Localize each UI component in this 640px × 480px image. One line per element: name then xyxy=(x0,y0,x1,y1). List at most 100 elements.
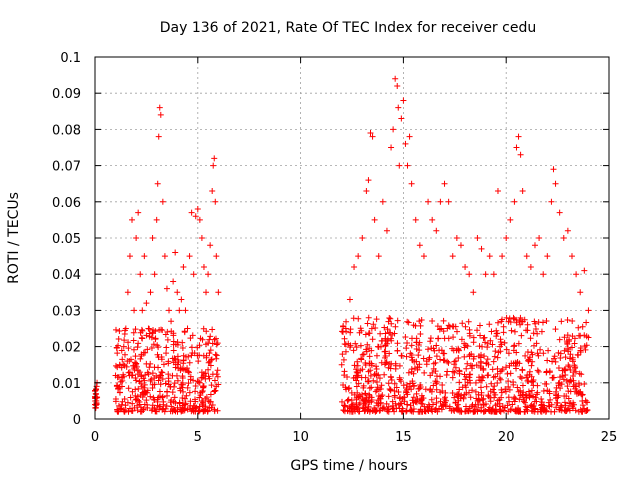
data-point xyxy=(562,372,569,379)
data-point xyxy=(582,346,589,353)
data-point xyxy=(373,352,380,359)
data-point xyxy=(206,398,213,405)
data-point xyxy=(159,376,166,383)
data-point xyxy=(462,323,469,330)
data-point xyxy=(466,332,473,339)
data-point xyxy=(491,353,498,360)
data-point xyxy=(368,384,375,391)
data-point xyxy=(577,347,584,354)
data-point xyxy=(480,395,487,402)
data-point xyxy=(158,354,165,361)
data-point xyxy=(156,388,163,395)
data-point xyxy=(451,408,458,415)
data-point xyxy=(170,407,177,414)
data-point xyxy=(572,407,579,414)
data-point xyxy=(526,394,533,401)
data-point xyxy=(339,328,346,335)
data-point xyxy=(180,357,187,364)
data-point xyxy=(200,263,207,270)
data-point xyxy=(169,372,176,379)
data-point xyxy=(487,337,494,344)
data-point xyxy=(129,372,136,379)
data-point xyxy=(355,253,362,260)
data-point xyxy=(150,326,157,333)
data-point xyxy=(497,406,504,413)
data-point xyxy=(560,376,567,383)
data-point xyxy=(386,315,393,321)
data-point xyxy=(524,321,531,328)
data-point xyxy=(381,324,388,331)
data-point xyxy=(505,378,512,385)
data-point xyxy=(457,242,464,249)
data-point xyxy=(527,335,534,342)
data-point xyxy=(402,140,409,147)
data-point xyxy=(190,377,197,384)
data-point xyxy=(476,377,483,384)
data-point xyxy=(458,408,465,415)
data-point xyxy=(170,332,177,339)
data-point xyxy=(132,392,139,399)
data-point xyxy=(117,378,124,385)
data-point xyxy=(443,372,450,379)
data-point xyxy=(571,365,578,372)
data-point xyxy=(530,402,537,409)
data-point xyxy=(404,162,411,169)
data-point xyxy=(186,369,193,376)
data-point xyxy=(160,398,167,405)
data-point xyxy=(345,396,352,403)
data-point xyxy=(578,391,585,398)
data-point xyxy=(490,271,497,278)
data-point xyxy=(403,401,410,408)
data-point xyxy=(481,334,488,341)
data-point xyxy=(558,318,565,325)
data-point xyxy=(213,371,220,378)
data-point xyxy=(463,365,470,372)
data-point xyxy=(199,402,206,409)
data-point xyxy=(531,242,538,249)
data-point xyxy=(206,375,213,382)
data-point xyxy=(393,405,400,412)
data-point xyxy=(504,402,511,409)
data-point xyxy=(412,398,419,405)
data-point xyxy=(381,361,388,368)
data-point xyxy=(386,386,393,393)
data-point xyxy=(445,322,452,329)
data-point xyxy=(501,407,508,414)
data-point xyxy=(156,104,163,111)
data-point xyxy=(383,400,390,407)
data-point xyxy=(190,402,197,409)
data-point xyxy=(175,365,182,372)
data-point xyxy=(466,374,473,381)
data-point xyxy=(562,408,569,415)
data-point xyxy=(162,331,169,338)
data-point xyxy=(340,356,347,363)
data-point xyxy=(207,362,214,369)
data-point xyxy=(394,347,401,354)
data-point xyxy=(383,227,390,234)
data-point xyxy=(381,371,388,378)
data-point xyxy=(417,381,424,388)
data-point xyxy=(147,360,154,367)
data-point xyxy=(138,351,145,358)
data-point xyxy=(195,358,202,365)
data-point xyxy=(181,405,188,412)
data-point xyxy=(506,386,513,393)
data-point xyxy=(499,316,506,323)
data-point xyxy=(395,104,402,111)
data-point xyxy=(353,377,360,384)
data-point xyxy=(494,380,501,387)
data-point xyxy=(440,357,447,364)
data-point xyxy=(496,400,503,407)
data-point xyxy=(134,407,141,414)
data-point xyxy=(454,328,461,335)
data-point xyxy=(392,323,399,330)
data-point xyxy=(462,376,469,383)
data-point xyxy=(385,393,392,400)
data-point xyxy=(430,365,437,372)
data-point xyxy=(502,386,509,393)
data-point xyxy=(392,365,399,372)
data-point xyxy=(492,373,499,380)
data-point xyxy=(176,307,183,314)
data-point xyxy=(154,402,161,409)
data-point xyxy=(518,332,525,339)
